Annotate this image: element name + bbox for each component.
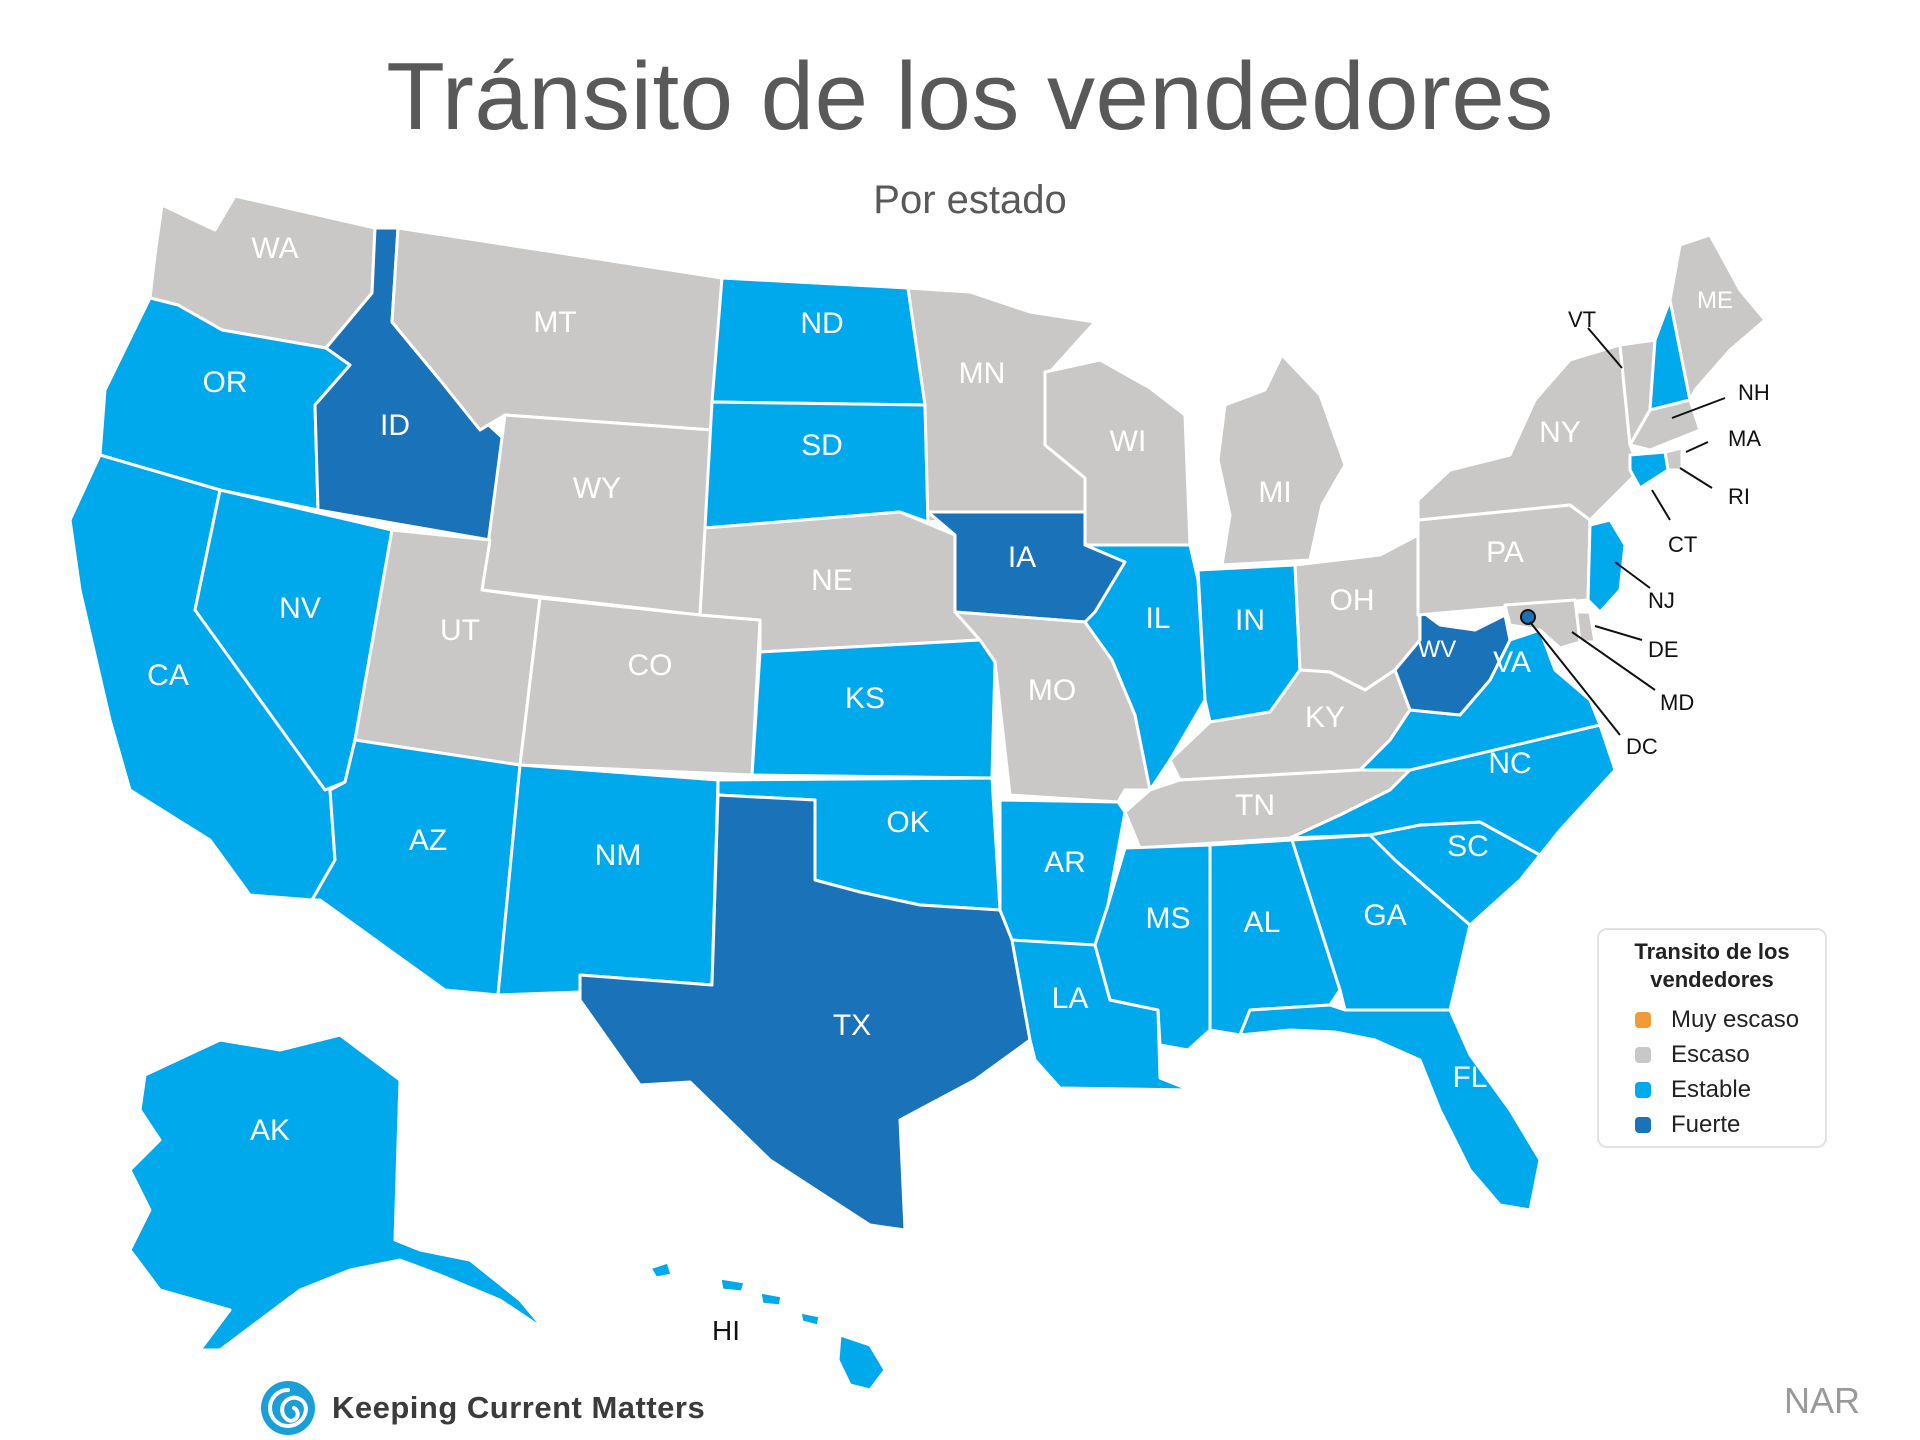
state-ks — [750, 638, 997, 780]
label-nj: NJ — [1648, 588, 1675, 613]
legend-label: Estable — [1671, 1075, 1752, 1103]
legend-label: Fuerte — [1671, 1110, 1741, 1138]
label-ma: MA — [1728, 426, 1761, 451]
state-label-mn: MN — [959, 357, 1006, 390]
state-ny — [1416, 343, 1642, 522]
state-label-wv: WV — [1418, 636, 1457, 663]
state-label-ne: NE — [811, 564, 853, 597]
legend-swatch-escaso — [1635, 1046, 1651, 1063]
source-label: NAR — [1783, 1380, 1860, 1421]
callout-labels: VT NH MA RI CT NJ DE MD DC HI — [712, 307, 1770, 1346]
swirl-logo-icon — [261, 1381, 315, 1435]
state-label-me: ME — [1697, 287, 1733, 314]
state-il — [1083, 543, 1207, 792]
logo-text: Keeping Current Matters — [332, 1390, 706, 1425]
state-wv — [1393, 608, 1512, 717]
state-label-ok: OK — [886, 806, 929, 839]
state-co — [518, 596, 762, 777]
state-nc — [1288, 723, 1617, 857]
state-label-ms: MS — [1146, 902, 1191, 935]
label-nh: NH — [1738, 380, 1770, 405]
label-vt: VT — [1568, 307, 1596, 332]
state-label-co: CO — [628, 649, 673, 682]
state-label-ia: IA — [1008, 541, 1036, 574]
state-ma — [1628, 398, 1702, 452]
state-label-ut: UT — [440, 614, 480, 647]
state-label-mo: MO — [1028, 674, 1076, 707]
state-label-az: AZ — [409, 824, 447, 857]
kcm-logo: Keeping Current Matters — [258, 1378, 705, 1438]
dc-marker — [1520, 609, 1536, 625]
state-mi — [1216, 353, 1347, 567]
state-label-wy: WY — [573, 472, 621, 505]
state-label-nc: NC — [1488, 747, 1531, 780]
state-wy — [480, 413, 714, 617]
state-label-la: LA — [1052, 982, 1089, 1015]
state-ak — [128, 1033, 547, 1352]
legend-item-escaso: Escaso — [1599, 1037, 1825, 1072]
state-label-pa: PA — [1486, 536, 1524, 569]
state-fl — [1238, 1003, 1542, 1212]
state-nj — [1586, 518, 1627, 614]
state-label-nv: NV — [279, 592, 321, 625]
state-label-ga: GA — [1363, 899, 1406, 932]
label-ct: CT — [1668, 532, 1697, 557]
legend-swatch-estable — [1635, 1081, 1651, 1098]
state-label-id: ID — [380, 409, 410, 442]
legend-item-muy-escaso: Muy escaso — [1599, 1002, 1825, 1037]
state-label-ar: AR — [1044, 846, 1086, 879]
state-label-nd: ND — [800, 307, 843, 340]
callout-leaders — [1529, 327, 1726, 736]
legend: Transito de los vendedores Muy escaso Es… — [1597, 928, 1827, 1148]
state-label-wi: WI — [1110, 425, 1147, 458]
state-label-nm: NM — [595, 839, 642, 872]
map-subtitle: Por estado — [873, 178, 1067, 222]
state-me — [1668, 233, 1767, 402]
state-label-al: AL — [1244, 906, 1281, 939]
label-ri: RI — [1728, 484, 1750, 509]
state-label-or: OR — [203, 366, 248, 399]
legend-swatch-muy-escaso — [1635, 1011, 1651, 1028]
state-label-ca: CA — [147, 659, 189, 692]
legend-item-estable: Estable — [1599, 1072, 1825, 1107]
state-label-mt: MT — [533, 306, 576, 339]
legend-title: Transito de los vendedores — [1634, 939, 1790, 992]
state-ct — [1628, 450, 1670, 490]
state-label-ny: NY — [1539, 416, 1581, 449]
label-de: DE — [1648, 637, 1679, 662]
legend-item-fuerte: Fuerte — [1599, 1107, 1825, 1142]
state-label-il: IL — [1145, 602, 1170, 635]
state-sd — [703, 400, 930, 530]
label-hi: HI — [712, 1315, 740, 1346]
state-tx — [578, 793, 1032, 1232]
map-title: Tránsito de los vendedores — [386, 43, 1554, 150]
state-nm — [496, 763, 720, 997]
state-va — [1358, 628, 1602, 772]
state-label-va: VA — [1493, 646, 1531, 679]
state-label-ky: KY — [1305, 701, 1345, 734]
state-hi — [648, 1260, 887, 1392]
state-label-tx: TX — [833, 1009, 871, 1042]
state-label-tn: TN — [1235, 789, 1275, 822]
state-label-sd: SD — [801, 429, 843, 462]
state-label-oh: OH — [1330, 584, 1375, 617]
state-label-sc: SC — [1447, 830, 1489, 863]
state-label-ks: KS — [845, 682, 885, 715]
state-label-ak: AK — [250, 1114, 290, 1147]
label-dc: DC — [1626, 734, 1658, 759]
legend-label: Escaso — [1671, 1040, 1750, 1068]
state-label-wa: WA — [251, 232, 298, 265]
state-label-fl: FL — [1452, 1061, 1487, 1094]
legend-swatch-fuerte — [1635, 1116, 1651, 1133]
state-nd — [710, 276, 927, 407]
state-label-in: IN — [1235, 604, 1265, 637]
legend-label: Muy escaso — [1671, 1005, 1800, 1033]
label-md: MD — [1660, 690, 1694, 715]
state-label-mi: MI — [1258, 476, 1291, 509]
